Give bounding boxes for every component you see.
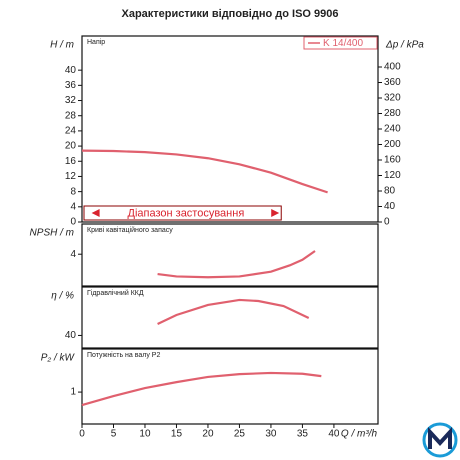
logo-m — [428, 426, 452, 449]
y2-tick-label: 400 — [384, 62, 401, 73]
x-axis-label: Q / m³/h — [341, 429, 378, 440]
y2-tick-label: 280 — [384, 108, 401, 119]
y2-tick-label: 320 — [384, 93, 401, 104]
y-tick-label: 4 — [70, 201, 76, 212]
logo — [422, 422, 458, 458]
range-box — [83, 205, 282, 221]
panel-annotation: Напір — [87, 38, 105, 46]
range-label: Діапазон застосування — [128, 207, 245, 219]
y-tick-label: 36 — [65, 80, 77, 91]
y2-tick-label: 80 — [384, 186, 396, 197]
panel-frame — [81, 35, 379, 223]
series-line — [81, 149, 328, 194]
y-tick-label: 8 — [70, 186, 76, 197]
series-line — [157, 298, 310, 325]
y-tick-label: 16 — [65, 156, 77, 167]
y2-tick-label: 120 — [384, 170, 401, 181]
panel-frame — [81, 348, 379, 425]
x-tick-label: 25 — [234, 429, 246, 440]
y-tick-label: 24 — [65, 126, 77, 137]
legend-box — [303, 36, 378, 50]
panel-annotation: Потужність на валу P2 — [87, 351, 160, 359]
y2-tick-label: 0 — [384, 217, 390, 228]
x-tick-label: 20 — [202, 429, 214, 440]
y2-tick-label: 160 — [384, 155, 401, 166]
y-tick-label: 12 — [65, 171, 77, 182]
series-line — [81, 371, 322, 407]
y-tick-label: 4 — [70, 249, 76, 260]
panel-frame — [81, 223, 379, 287]
logo-ring — [422, 422, 458, 458]
panel-annotation: Гідравлічний ККД — [87, 289, 144, 297]
legend-label: K 14/400 — [323, 38, 363, 49]
y2-tick-label: 200 — [384, 139, 401, 150]
range-end — [271, 209, 280, 217]
y-tick-label: 32 — [65, 95, 77, 106]
x-tick-label: 15 — [171, 429, 183, 440]
y-tick-label: 28 — [65, 110, 77, 121]
y-tick-label: 40 — [65, 65, 77, 76]
panel-annotation: Криві кавітаційного запасу — [87, 226, 173, 234]
x-tick-label: 40 — [328, 429, 340, 440]
panel-frame — [81, 286, 379, 349]
x-tick-label: 30 — [265, 429, 277, 440]
y-axis-label: η / % — [51, 291, 74, 302]
y2-axis-label: Δp / kPa — [385, 40, 424, 51]
y-axis-label: P₂ / kW — [41, 353, 76, 364]
y-axis-label: H / m — [50, 40, 74, 51]
x-tick-label: 5 — [111, 429, 117, 440]
y-axis-label: NPSH / m — [30, 228, 74, 239]
y2-tick-label: 240 — [384, 124, 401, 135]
y-tick-label: 20 — [65, 141, 77, 152]
y-tick-label: 0 — [70, 217, 76, 228]
series-line — [157, 250, 316, 279]
x-tick-label: 10 — [139, 429, 151, 440]
y-tick-label: 40 — [65, 330, 77, 341]
y2-tick-label: 360 — [384, 77, 401, 88]
y2-tick-label: 40 — [384, 201, 396, 212]
range-start — [91, 209, 100, 217]
y-tick-label: 1 — [70, 387, 76, 398]
x-tick-label: 0 — [79, 429, 85, 440]
x-tick-label: 35 — [297, 429, 309, 440]
chart-title: Характеристики відповідно до ISO 9906 — [122, 8, 339, 20]
